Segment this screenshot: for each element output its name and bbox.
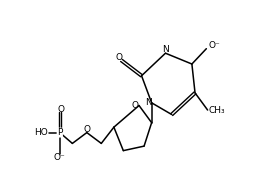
Text: O⁻: O⁻ [54, 153, 66, 162]
Text: O: O [132, 101, 139, 110]
Text: P: P [57, 128, 62, 137]
Text: O: O [57, 105, 64, 114]
Text: HO: HO [34, 128, 48, 137]
Text: N: N [162, 45, 169, 54]
Text: O: O [115, 54, 122, 62]
Text: N: N [145, 98, 151, 107]
Text: O⁻: O⁻ [208, 41, 220, 50]
Text: CH₃: CH₃ [209, 106, 226, 114]
Text: O: O [83, 125, 90, 134]
